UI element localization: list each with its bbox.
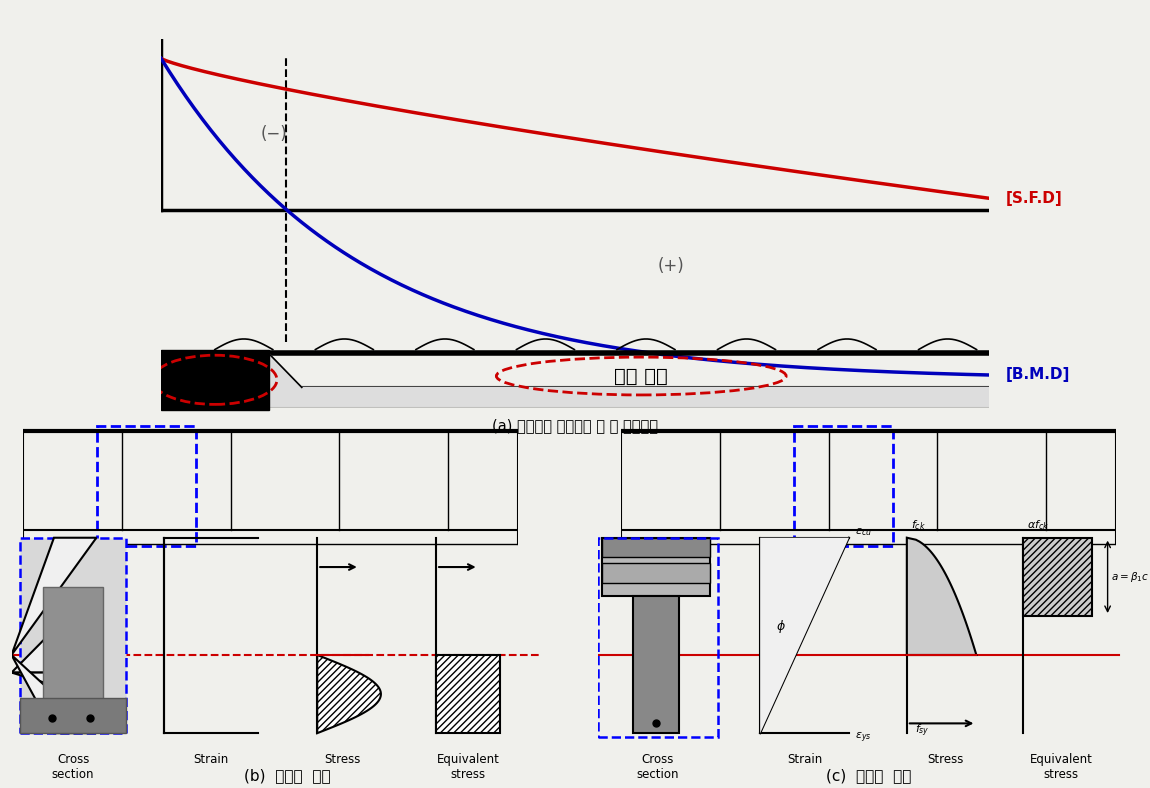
Text: Stress: Stress: [927, 753, 964, 766]
Text: Stress: Stress: [324, 753, 361, 766]
Text: Cross
section: Cross section: [52, 753, 94, 781]
Bar: [20, 698, 126, 733]
Text: [S.F.D]: [S.F.D]: [1005, 191, 1063, 206]
Bar: [1022, 537, 1092, 616]
Bar: [436, 655, 500, 733]
Polygon shape: [269, 353, 989, 407]
Text: Equivalent
stress: Equivalent stress: [437, 753, 499, 781]
Bar: [632, 597, 678, 733]
Polygon shape: [12, 673, 97, 686]
Text: (a) 실험체에 요구되는 휨 및 전단강도: (a) 실험체에 요구되는 휨 및 전단강도: [492, 418, 658, 433]
Bar: [795, 426, 894, 546]
Bar: [161, 350, 269, 410]
Text: $\varepsilon_{ys}$: $\varepsilon_{ys}$: [854, 730, 872, 745]
Polygon shape: [907, 537, 976, 655]
Polygon shape: [760, 537, 849, 733]
Text: $\varepsilon_{cu}$: $\varepsilon_{cu}$: [854, 526, 872, 537]
Text: $a=\beta_1 c$: $a=\beta_1 c$: [1111, 570, 1150, 584]
Text: $\phi$: $\phi$: [775, 618, 785, 634]
Text: Cross
section: Cross section: [637, 753, 680, 781]
Text: Strain: Strain: [787, 753, 822, 766]
Bar: [601, 563, 710, 582]
Text: $f_{sy}$: $f_{sy}$: [914, 723, 929, 739]
Text: $f_{ck}$: $f_{ck}$: [911, 518, 926, 532]
Text: (c)  실험체  내부: (c) 실험체 내부: [826, 768, 911, 783]
Text: 단부: 단부: [204, 370, 227, 389]
Polygon shape: [12, 630, 97, 673]
Text: (b)  실험체  단부: (b) 실험체 단부: [244, 768, 331, 783]
Text: [B.M.D]: [B.M.D]: [1005, 367, 1070, 382]
Text: (+): (+): [658, 258, 684, 275]
Bar: [44, 586, 102, 704]
Text: 부재 내부: 부재 내부: [614, 366, 668, 385]
Bar: [20, 537, 126, 733]
Polygon shape: [12, 537, 97, 655]
Text: $\alpha f_{ck}$: $\alpha f_{ck}$: [1027, 518, 1049, 532]
Text: (−): (−): [260, 125, 288, 143]
Bar: [598, 537, 718, 737]
Polygon shape: [317, 655, 381, 733]
Text: Strain: Strain: [193, 753, 229, 766]
Text: Equivalent
stress: Equivalent stress: [1030, 753, 1092, 781]
Bar: [601, 537, 710, 557]
Bar: [601, 537, 710, 597]
Bar: [98, 426, 196, 546]
Polygon shape: [12, 655, 97, 733]
